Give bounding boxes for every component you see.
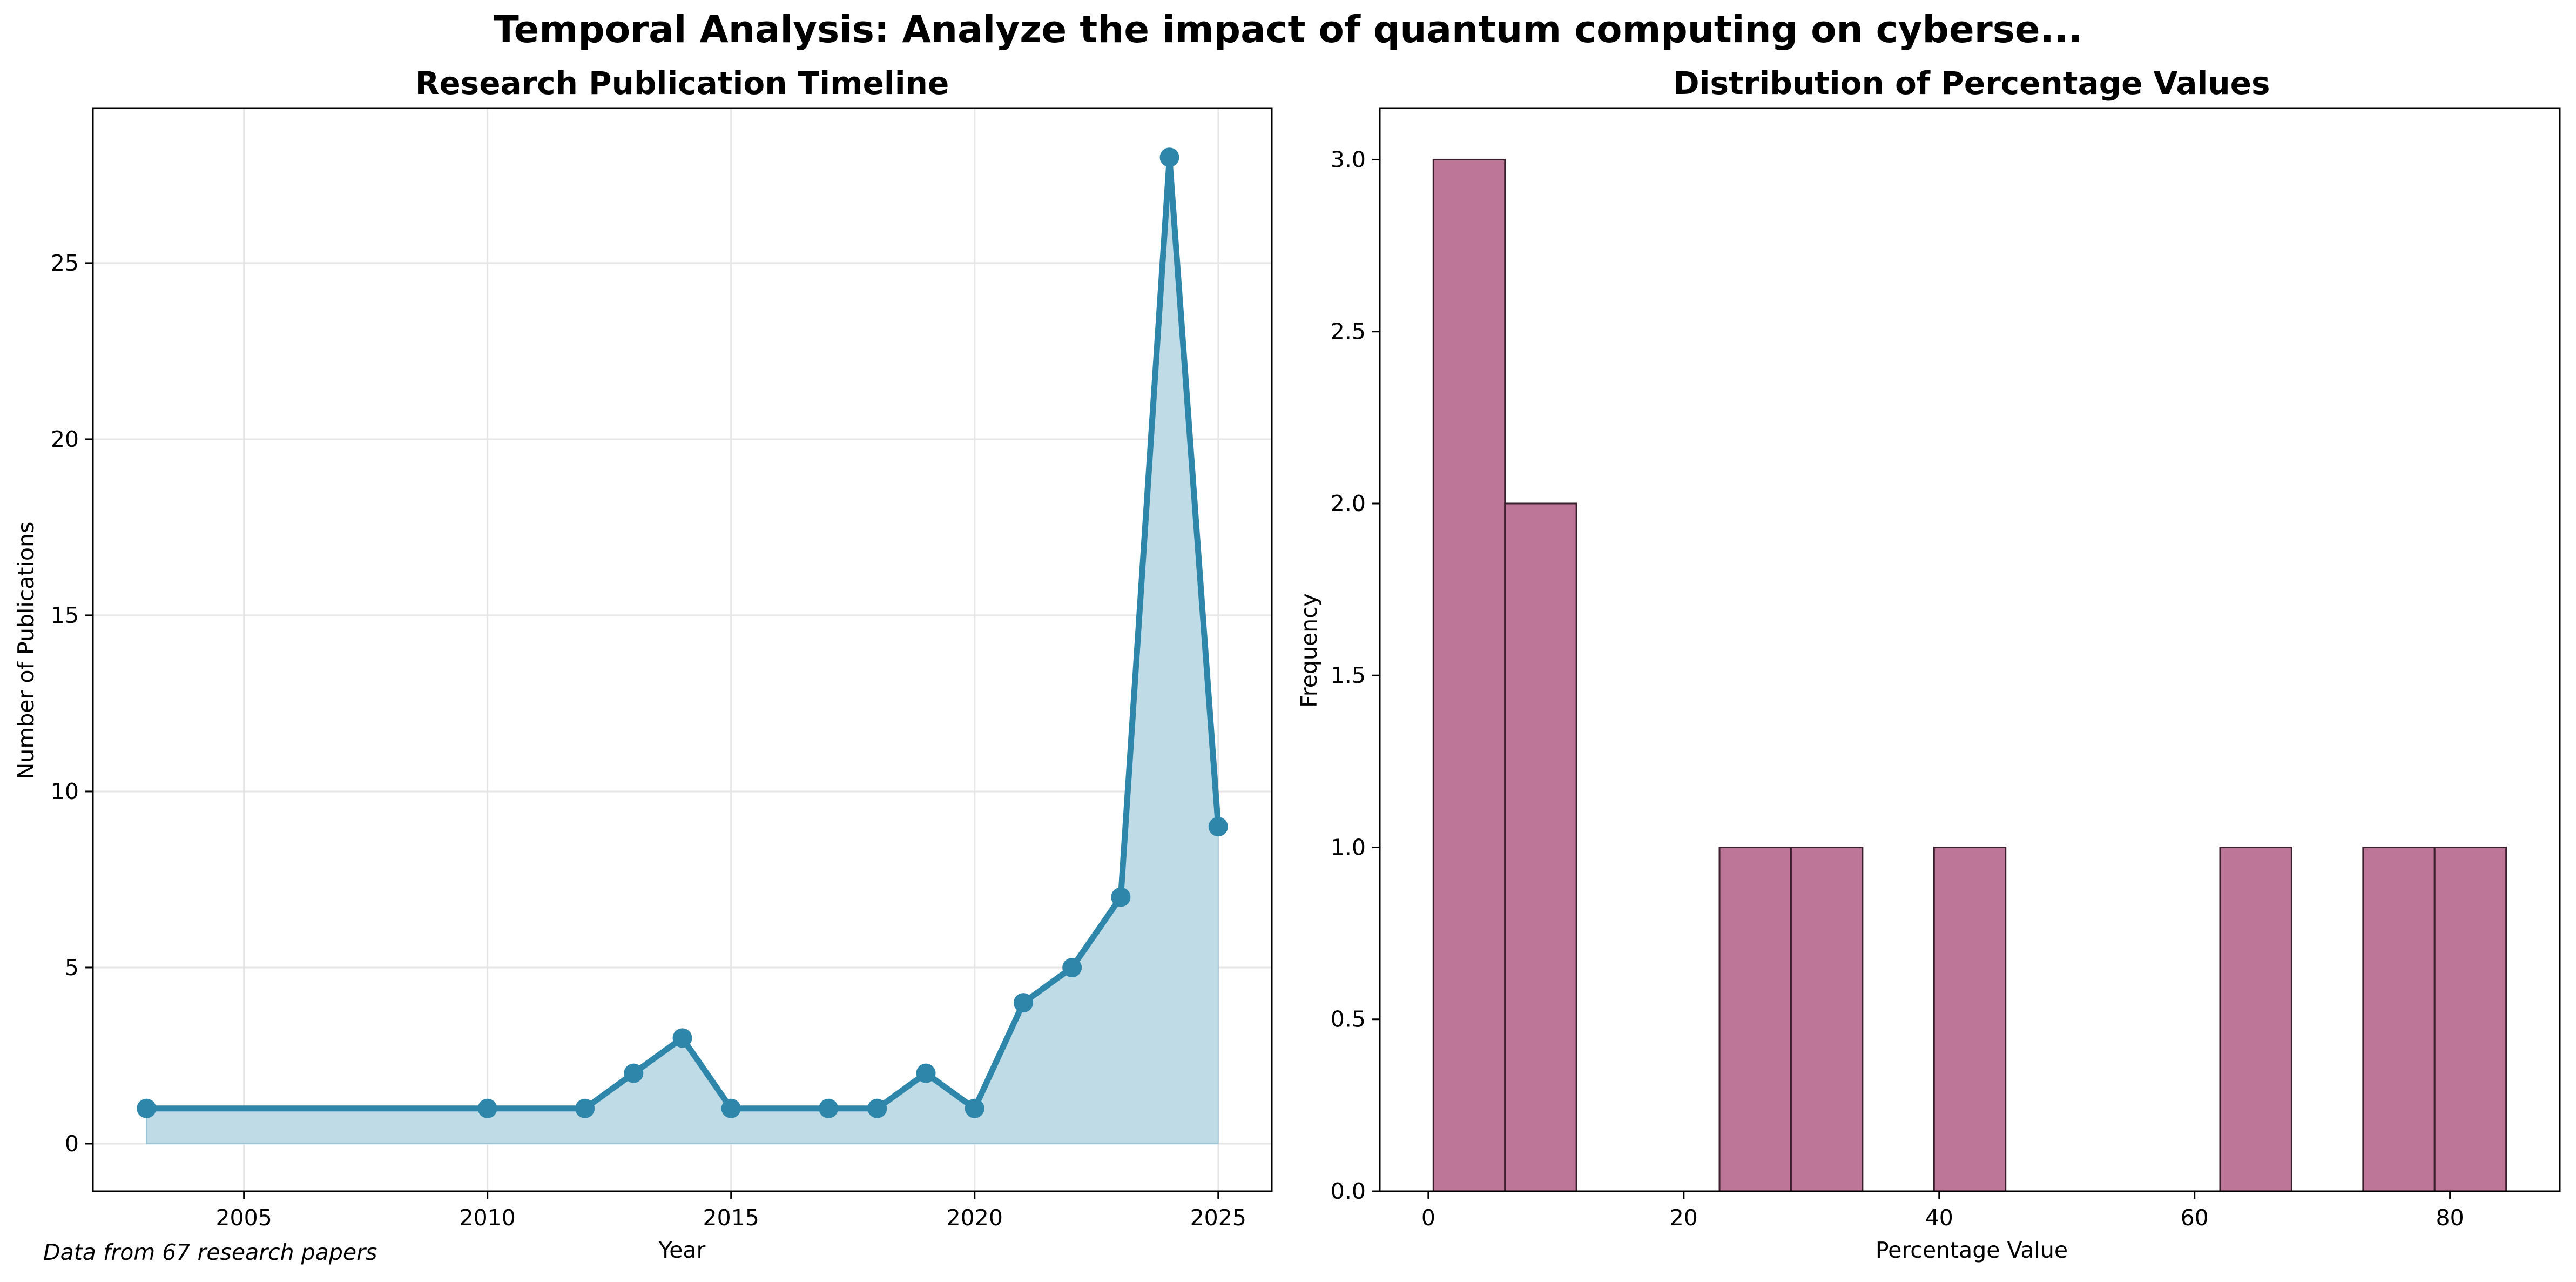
publication-timeline-chart: Research Publication Timeline 2005 2010 20… (13, 65, 1273, 1263)
timeline-x-tick-label: 2015 (703, 1205, 759, 1231)
histogram-x-tick-label: 80 (2436, 1205, 2464, 1231)
timeline-x-tick-label: 2020 (947, 1205, 1003, 1231)
histogram-bar (1504, 502, 1577, 1192)
histogram-bar (1933, 846, 2007, 1192)
timeline-y-tick-label: 5 (65, 955, 79, 981)
histogram-axes-frame (1379, 107, 2561, 1192)
histogram-bar (2362, 846, 2436, 1192)
histogram-y-tick-label: 1.5 (1331, 662, 1366, 688)
timeline-y-tick-label: 20 (51, 426, 79, 452)
timeline-point (624, 1063, 644, 1083)
timeline-point (1159, 147, 1179, 167)
timeline-x-tick-label: 2010 (460, 1205, 516, 1231)
timeline-point (1208, 817, 1228, 837)
histogram-bar (1718, 846, 1792, 1192)
histogram-x-tick-label: 40 (1925, 1205, 1953, 1231)
histogram-y-tick-label: 0.5 (1331, 1006, 1366, 1032)
timeline-point (477, 1098, 497, 1118)
histogram-x-tick-label: 60 (2181, 1205, 2209, 1231)
timeline-point (916, 1063, 936, 1083)
timeline-point (867, 1098, 887, 1118)
histogram-bars (1432, 158, 2507, 1192)
histogram-y-tick-label: 1.0 (1331, 834, 1366, 860)
timeline-points (137, 147, 1228, 1118)
histogram-x-ticks: 0 20 40 60 80 (1421, 1191, 2464, 1231)
histogram-title: Distribution of Percentage Values (1673, 65, 2270, 102)
timeline-area-fill (146, 157, 1219, 1144)
timeline-x-tick-label: 2005 (215, 1205, 272, 1231)
timeline-title: Research Publication Timeline (415, 65, 949, 102)
timeline-y-ticks: 0 5 10 15 20 25 (51, 250, 93, 1157)
histogram-y-tick-label: 3.0 (1331, 146, 1366, 172)
timeline-point (575, 1098, 595, 1118)
timeline-x-label: Year (658, 1237, 706, 1263)
histogram-bar (2219, 846, 2292, 1192)
timeline-point (137, 1098, 157, 1118)
histogram-x-tick-label: 20 (1670, 1205, 1698, 1231)
timeline-line (146, 154, 1222, 1112)
histogram-y-ticks: 0.0 0.5 1.0 1.5 2.0 2.5 3.0 (1331, 146, 1380, 1204)
timeline-y-tick-label: 25 (51, 250, 79, 276)
timeline-y-tick-label: 10 (51, 778, 79, 804)
timeline-point (672, 1028, 692, 1048)
timeline-axes-frame (92, 107, 1273, 1192)
histogram-bar (1432, 158, 1506, 1192)
histogram-y-tick-label: 2.0 (1331, 491, 1366, 516)
timeline-point (819, 1098, 839, 1118)
histogram-y-label: Frequency (1296, 593, 1322, 708)
timeline-point (1062, 957, 1082, 977)
percentage-histogram-chart: Distribution of Percentage Values 0 20 40 6… (1296, 65, 2561, 1263)
timeline-point (721, 1098, 741, 1118)
timeline-area (146, 157, 1219, 1144)
timeline-y-tick-label: 0 (65, 1131, 79, 1157)
timeline-point (965, 1098, 984, 1118)
timeline-series-line (146, 154, 1222, 1112)
footnote: Data from 67 research papers (43, 1239, 377, 1265)
histogram-bar (2433, 846, 2507, 1192)
timeline-x-ticks: 2005 2010 2015 2020 2025 (215, 1191, 1246, 1231)
timeline-point (1013, 993, 1033, 1013)
timeline-y-label: Number of Publications (13, 522, 39, 780)
timeline-point (1111, 887, 1131, 907)
histogram-x-tick-label: 0 (1421, 1205, 1435, 1231)
histogram-bar (1790, 846, 1864, 1192)
timeline-y-tick-label: 15 (51, 602, 79, 628)
histogram-y-tick-label: 0.0 (1331, 1178, 1366, 1204)
histogram-y-tick-label: 2.5 (1331, 319, 1366, 345)
figure-suptitle: Temporal Analysis: Analyze the impact of… (494, 8, 2083, 51)
timeline-x-tick-label: 2025 (1190, 1205, 1246, 1231)
histogram-x-label: Percentage Value (1876, 1237, 2068, 1263)
